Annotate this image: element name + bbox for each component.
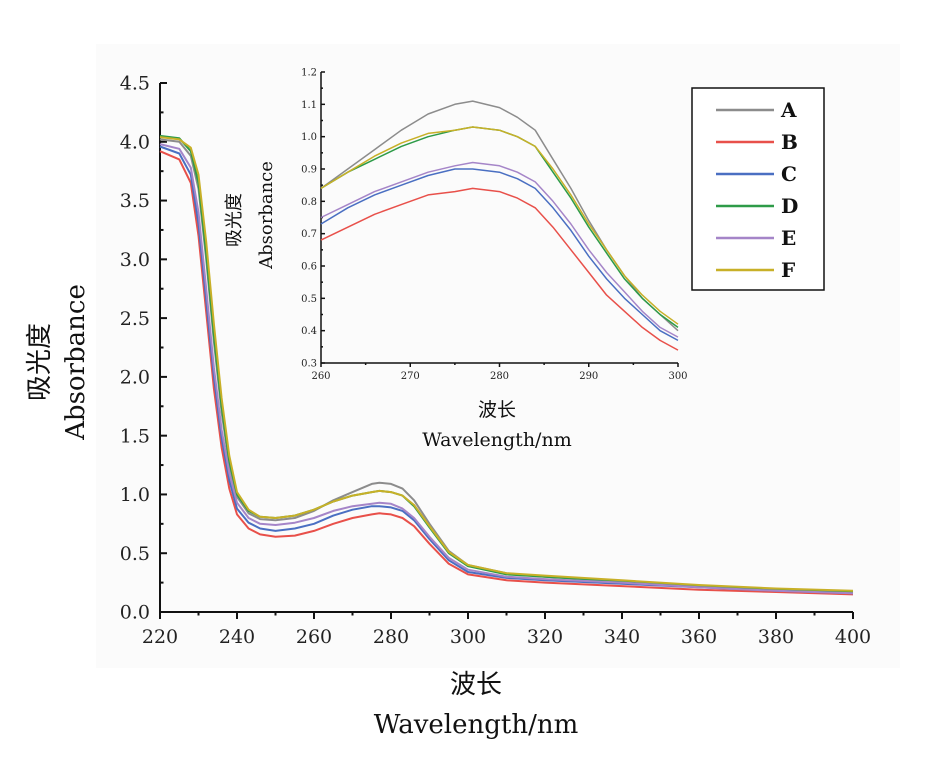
main-chart: 220 240 260 280 300 320 340 360 380 400 0.0 0.5 1.0 1…	[120, 73, 871, 648]
inset-x-tick-label: 270	[401, 371, 420, 382]
inset-x-axis-label-cn: 波长	[478, 399, 516, 421]
series-line-b	[159, 150, 854, 596]
y-tick-label: 4.5	[120, 73, 150, 95]
inset-x-tick-label: 300	[668, 371, 687, 382]
inset-series-line-f	[320, 126, 679, 325]
inset-y-axis-label-cn: 吸光度	[224, 193, 245, 247]
y-axis-label: Absorbance	[61, 284, 91, 441]
y-tick-label: 2.0	[120, 367, 150, 389]
legend-label-c: C	[781, 162, 797, 186]
inset-series-line-c	[320, 168, 679, 342]
legend-label-a: A	[780, 98, 797, 122]
inset-y-tick-label: 0.7	[301, 229, 317, 240]
x-tick-label: 260	[296, 626, 332, 648]
y-tick-label: 0.5	[120, 543, 150, 565]
y-tick-label: 3.5	[120, 190, 150, 212]
inset-y-tick-label: 0.4	[301, 326, 317, 337]
y-tick-label: 1.5	[120, 425, 150, 447]
series-line-e	[159, 143, 854, 595]
inset-x-tick-label: 260	[311, 371, 330, 382]
inset-series-line-b	[320, 187, 679, 351]
inset-y-tick-label: 0.5	[301, 294, 317, 305]
inset-series-line-e	[320, 161, 679, 338]
x-tick-label: 320	[527, 626, 563, 648]
y-tick-label: 1.0	[120, 484, 150, 506]
y-tick-label: 4.0	[120, 131, 150, 153]
inset-y-axis-label: Absorbance	[256, 161, 277, 270]
y-tick-label: 0.0	[120, 602, 150, 624]
legend-label-e: E	[781, 226, 796, 250]
inset-y-tick-label: 1.1	[301, 100, 317, 111]
x-tick-label: 220	[142, 626, 178, 648]
x-axis-label-cn: 波长	[450, 670, 502, 700]
inset-y-tick-label: 1.2	[301, 68, 317, 79]
inset-y-tick-label: 0.6	[301, 262, 317, 273]
x-tick-label: 280	[373, 626, 409, 648]
inset-y-tick-label: 0.3	[301, 359, 317, 370]
inset-y-tick-label: 0.9	[301, 165, 317, 176]
legend-box	[691, 87, 825, 291]
x-tick-label: 300	[450, 626, 486, 648]
series-line-f	[159, 136, 854, 592]
inset-x-tick-label: 280	[490, 371, 509, 382]
inset-chart: 260 270 280 290 300 0.3 0.4 0.5 0.6 0.7 0.8 0.9 1.0 1…	[301, 68, 687, 383]
x-tick-label: 380	[758, 626, 794, 648]
inset-x-axis-label: Wavelength/nm	[422, 429, 571, 451]
inset-y-tick-label: 0.8	[301, 197, 317, 208]
x-tick-label: 400	[835, 626, 871, 648]
x-tick-label: 360	[681, 626, 717, 648]
inset-y-tick-label: 1.0	[301, 132, 317, 143]
y-axis-label-cn: 吸光度	[25, 323, 55, 401]
legend-label-d: D	[781, 194, 798, 218]
x-tick-label: 240	[219, 626, 255, 648]
x-axis-label: Wavelength/nm	[374, 710, 578, 740]
inset-x-tick-label: 290	[579, 371, 598, 382]
y-tick-label: 2.5	[120, 308, 150, 330]
x-tick-label: 340	[604, 626, 640, 648]
legend-label-f: F	[781, 258, 795, 282]
y-tick-label: 3.0	[120, 249, 150, 271]
legend-label-b: B	[781, 130, 798, 154]
